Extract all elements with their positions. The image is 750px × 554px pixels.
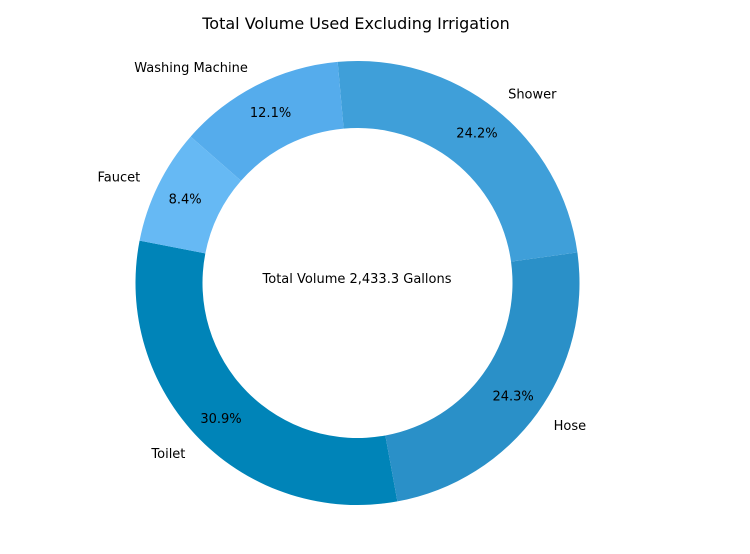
slice-faucet: [139, 136, 242, 254]
label-toilet: Toilet: [150, 447, 185, 462]
slice-washing-machine: [190, 61, 344, 181]
slice-labels: Toilet 30.9% Hose 24.3% Shower 24.2% Washing M…: [98, 61, 587, 462]
label-shower: Shower: [508, 88, 557, 103]
center-total-label: Total Volume 2,433.3 Gallons: [262, 272, 452, 287]
label-hose: Hose: [554, 419, 587, 434]
donut-slices: [135, 60, 580, 506]
chart-title: Total Volume Used Excluding Irrigation: [201, 14, 510, 33]
slice-toilet: [135, 240, 398, 506]
pct-label-washing-machine: 12.1%: [250, 106, 291, 121]
slice-hose: [385, 252, 580, 502]
pct-label-faucet: 8.4%: [169, 192, 202, 207]
pct-label-toilet: 30.9%: [200, 412, 241, 427]
slice-shower: [337, 60, 578, 262]
pct-label-hose: 24.3%: [492, 389, 533, 404]
label-faucet: Faucet: [98, 170, 141, 185]
pct-label-shower: 24.2%: [456, 127, 497, 142]
label-washing-machine: Washing Machine: [134, 61, 248, 76]
